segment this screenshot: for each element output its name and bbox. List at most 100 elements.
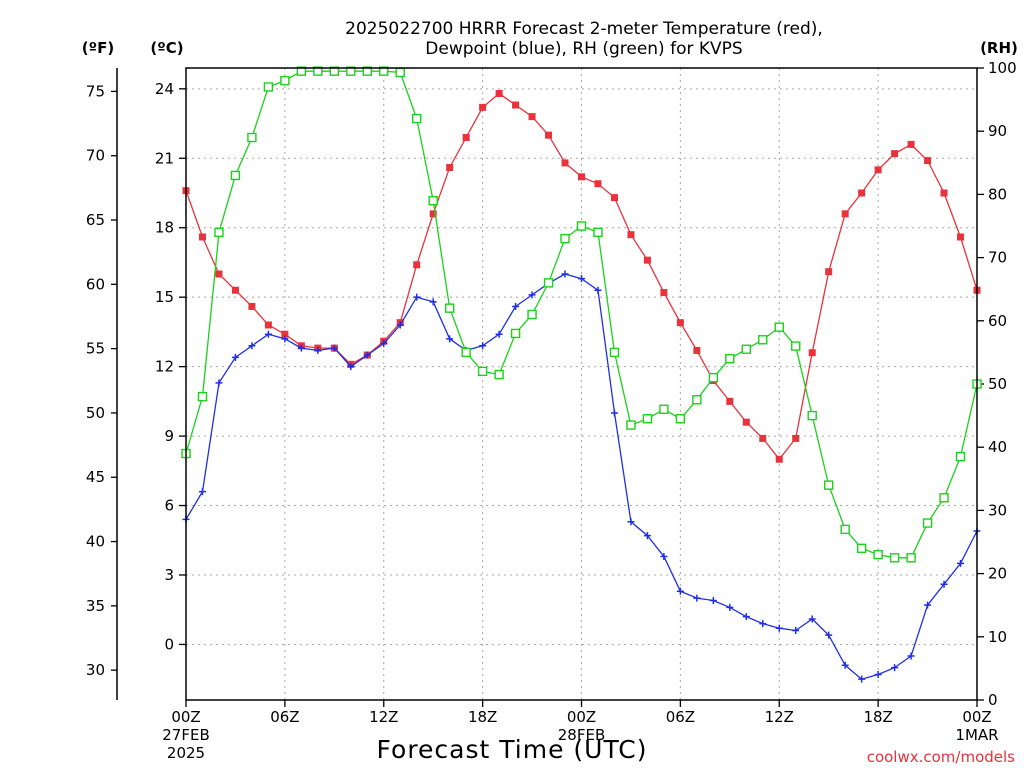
fahrenheit-tick-label: 70 [86, 147, 105, 165]
rh-tick-label: 30 [988, 501, 1007, 519]
rh-point [807, 410, 817, 421]
temperature-point [479, 103, 487, 111]
dewpoint-point [512, 302, 520, 310]
dewpoint-point [330, 344, 338, 352]
dewpoint-point [792, 627, 800, 635]
rh-point [659, 404, 669, 414]
temperature-point [429, 210, 437, 218]
dewpoint-point [248, 342, 256, 350]
rh-series [181, 66, 982, 563]
x-tick-label: 1MAR [955, 726, 998, 744]
x-tick-label: 00Z [567, 708, 596, 726]
rh-point [444, 303, 455, 313]
temperature-point [545, 131, 553, 139]
fahrenheit-tick-label: 55 [86, 340, 105, 358]
rh-point [263, 82, 274, 92]
rh-point [906, 553, 916, 563]
rh-point [230, 170, 241, 181]
x-tick-label: 18Z [468, 708, 497, 726]
rh-point [296, 66, 307, 76]
dewpoint-point [891, 664, 899, 672]
temperature-point [759, 434, 767, 442]
dewpoint-point [198, 488, 206, 496]
temperature-point [841, 210, 849, 218]
fahrenheit-unit-label: (ºF) [82, 39, 114, 57]
rh-point [461, 347, 471, 358]
rh-point [758, 335, 768, 345]
rh-point [823, 480, 834, 490]
rh-point [576, 221, 587, 231]
chart-title-line1: 2025022700 HRRR Forecast 2-meter Tempera… [345, 19, 823, 39]
celsius-tick-label: 15 [155, 288, 174, 306]
dewpoint-point [380, 339, 388, 347]
rh-point [214, 227, 224, 238]
rh-point [362, 66, 372, 76]
celsius-tick-label: 12 [155, 358, 174, 376]
dewpoint-point [479, 342, 487, 350]
temperature-point [594, 180, 602, 188]
temperature-point [248, 302, 256, 310]
temperature-point [215, 270, 223, 278]
temperature-point [808, 349, 816, 357]
x-axis-title: Forecast Time (UTC) [377, 735, 648, 764]
dewpoint-point [281, 335, 289, 343]
rh-point [197, 391, 208, 402]
temperature-point [281, 330, 289, 338]
fahrenheit-tick-label: 45 [86, 468, 105, 486]
rh-point [527, 309, 537, 320]
x-tick-label: 12Z [369, 708, 398, 726]
dewpoint-point [594, 286, 602, 294]
rh-point [329, 66, 340, 76]
rh-point [856, 543, 867, 554]
dewpoint-point [742, 613, 750, 621]
temperature-point [495, 89, 503, 97]
rh-point [741, 344, 751, 354]
temperature-point [231, 286, 239, 294]
temperature-point [578, 173, 585, 181]
dewpoint-point [709, 596, 717, 604]
dewpoint-point [264, 330, 272, 338]
temperature-point [726, 397, 734, 405]
rh-point [543, 278, 554, 288]
dewpoint-point [693, 594, 701, 602]
dewpoint-point [561, 270, 569, 278]
fahrenheit-axis: 30 35 40 45 50 55 60 65 70 75 [86, 68, 118, 700]
x-tick-label: 00Z [171, 708, 200, 726]
rh-point [593, 227, 603, 238]
rh-tick-label: 0 [988, 691, 998, 709]
fahrenheit-tick-label: 65 [86, 211, 105, 229]
temperature-point [610, 194, 618, 202]
rh-point [494, 369, 504, 380]
dewpoint-point [446, 335, 454, 343]
celsius-tick-label: 0 [164, 635, 174, 653]
fahrenheit-tick-label: 75 [86, 82, 105, 100]
x-tick-label: 06Z [666, 708, 695, 726]
temperature-point [627, 231, 635, 239]
rh-point [477, 366, 488, 377]
temperature-point [940, 189, 948, 197]
dewpoint-point [841, 661, 849, 669]
x-tick-label: 2025 [167, 744, 205, 762]
celsius-tick-label: 6 [164, 497, 174, 515]
x-tick-label: 28FEB [558, 726, 605, 744]
fahrenheit-tick-label: 40 [86, 533, 105, 551]
dewpoint-point [610, 409, 618, 417]
dewpoint-point [578, 275, 585, 283]
temperature-point [825, 268, 833, 276]
temperature-point [264, 321, 272, 329]
dewpoint-point [314, 346, 322, 354]
x-tick-label: 27FEB [162, 726, 209, 744]
fahrenheit-tick-label: 35 [86, 597, 105, 615]
dewpoint-point [874, 671, 882, 679]
dewpoint-point [363, 351, 371, 359]
temperature-point [462, 133, 470, 141]
temperature-point [775, 455, 783, 463]
rh-point [675, 414, 686, 424]
temperature-point [957, 233, 965, 241]
dewpoint-point [643, 532, 651, 540]
rh-tick-label: 100 [988, 59, 1017, 77]
rh-point [922, 518, 933, 528]
dewpoint-point [627, 518, 635, 526]
temperature-point [198, 233, 206, 241]
